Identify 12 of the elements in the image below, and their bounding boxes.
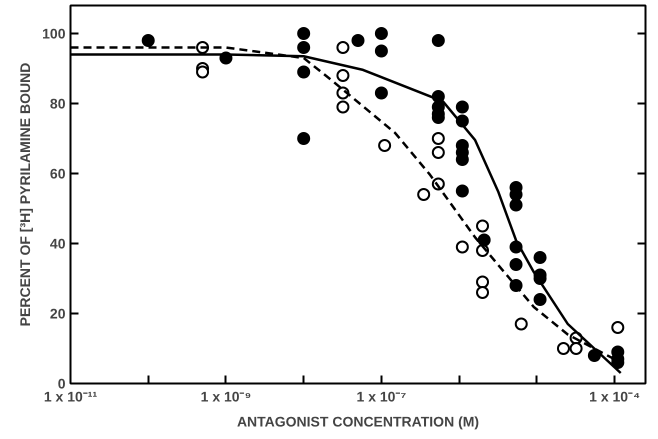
y-tick-label: 60 <box>50 166 66 182</box>
y-axis-title: PERCENT OF [³H] PYRILAMINE BOUND <box>17 62 34 326</box>
x-tick-label: 1 x 10⁻⁷ <box>356 388 406 404</box>
y-tick-label: 100 <box>42 26 66 42</box>
x-tick-label: 1 x 10⁻⁴ <box>589 388 640 404</box>
y-tick-label: 20 <box>50 306 66 322</box>
x-tick-label: 1 x 10⁻¹¹ <box>44 388 98 404</box>
y-tick-label: 40 <box>50 236 66 252</box>
x-tick-label: 1 x 10⁻⁹ <box>200 388 252 404</box>
y-tick-label: 80 <box>50 96 66 112</box>
y-tick-label: 0 <box>58 376 66 392</box>
x-axis-title: ANTAGONIST CONCENTRATION (M) <box>236 414 480 430</box>
